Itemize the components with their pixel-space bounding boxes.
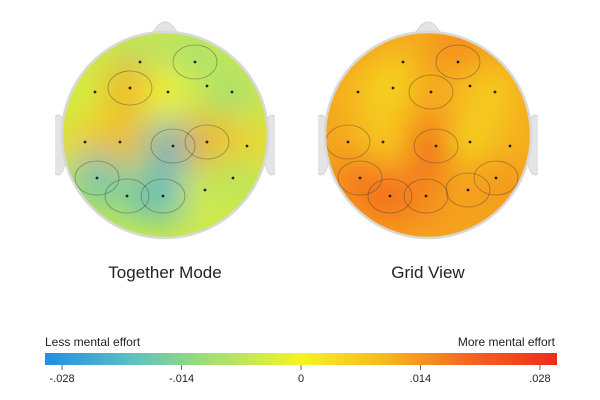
electrode-dot-fp1 bbox=[138, 60, 142, 64]
contour-ring bbox=[435, 44, 481, 80]
more-effort-label: More mental effort bbox=[457, 335, 555, 349]
electrode-dot-c3 bbox=[118, 140, 122, 144]
electrode-dot-fp2 bbox=[193, 60, 197, 64]
electrode-dot-c3 bbox=[381, 140, 385, 144]
electrode-dot-f7 bbox=[93, 90, 97, 94]
electrode-dot-f8 bbox=[230, 90, 234, 94]
contour-ring bbox=[150, 128, 196, 164]
head-outline bbox=[323, 30, 533, 240]
colorbar-tick-label: 0 bbox=[297, 373, 305, 385]
contour-ring bbox=[445, 172, 491, 208]
contour-ring bbox=[107, 70, 153, 106]
grid-view-title: Grid View bbox=[391, 263, 465, 282]
electrode-dot-f4 bbox=[205, 84, 209, 88]
less-effort-label: Less mental effort bbox=[45, 335, 141, 349]
electrode-dot-fp2 bbox=[456, 60, 460, 64]
contour-ring bbox=[184, 124, 230, 160]
contour-ring bbox=[367, 178, 413, 214]
contour-ring bbox=[408, 74, 454, 110]
electrode-dot-fp1 bbox=[401, 60, 405, 64]
electrode-dot-c4 bbox=[468, 140, 472, 144]
electrode-dot-p3 bbox=[125, 194, 129, 198]
electrode-dot-t4 bbox=[245, 144, 249, 148]
contour-ring bbox=[337, 160, 383, 196]
electrode-dot-fz bbox=[166, 90, 170, 94]
grid-view-headmap bbox=[318, 21, 538, 240]
together-mode-headmap bbox=[55, 21, 275, 240]
electrode-dot-t4 bbox=[508, 144, 512, 148]
electrode-dot-f4 bbox=[468, 84, 472, 88]
electrode-dot-t6 bbox=[494, 176, 498, 180]
electrode-dot-t6 bbox=[231, 176, 235, 180]
electrode-dot-p3 bbox=[388, 194, 392, 198]
electrode-dot-c4 bbox=[205, 140, 209, 144]
colorbar-tick-label: .028 bbox=[529, 373, 551, 385]
electrode-dot-t5 bbox=[95, 176, 99, 180]
electrode-dot-f3 bbox=[128, 86, 132, 90]
electrode-dot-f7 bbox=[356, 90, 360, 94]
colorbar-tick-label: .014 bbox=[409, 373, 432, 385]
head-outline bbox=[60, 30, 270, 240]
electrode-dot-pz bbox=[424, 194, 428, 198]
electrode-dot-t3 bbox=[83, 140, 87, 144]
contour-ring bbox=[413, 128, 459, 164]
colorbar-gradient bbox=[45, 353, 557, 365]
contour-ring bbox=[172, 44, 218, 80]
electrode-dot-t5 bbox=[358, 176, 362, 180]
electrode-dot-p4 bbox=[466, 188, 470, 192]
electrode-dot-cz bbox=[434, 144, 438, 148]
electrode-dot-pz bbox=[161, 194, 165, 198]
electrode-dot-f3 bbox=[391, 86, 395, 90]
together-mode-title: Together Mode bbox=[108, 263, 222, 282]
contour-ring bbox=[473, 160, 519, 196]
colorbar-tick-label: -.028 bbox=[49, 373, 75, 385]
contour-ring bbox=[403, 178, 449, 214]
electrode-dot-t3 bbox=[346, 140, 350, 144]
contour-ring bbox=[104, 178, 150, 214]
electrode-dot-cz bbox=[171, 144, 175, 148]
colorbar-tick-label: -.014 bbox=[168, 373, 195, 385]
contour-ring bbox=[74, 160, 120, 196]
colorbar bbox=[45, 353, 557, 370]
electrode-dot-f8 bbox=[493, 90, 497, 94]
electrode-dot-p4 bbox=[203, 188, 207, 192]
electrode-dot-fz bbox=[429, 90, 433, 94]
contour-ring bbox=[140, 178, 186, 214]
